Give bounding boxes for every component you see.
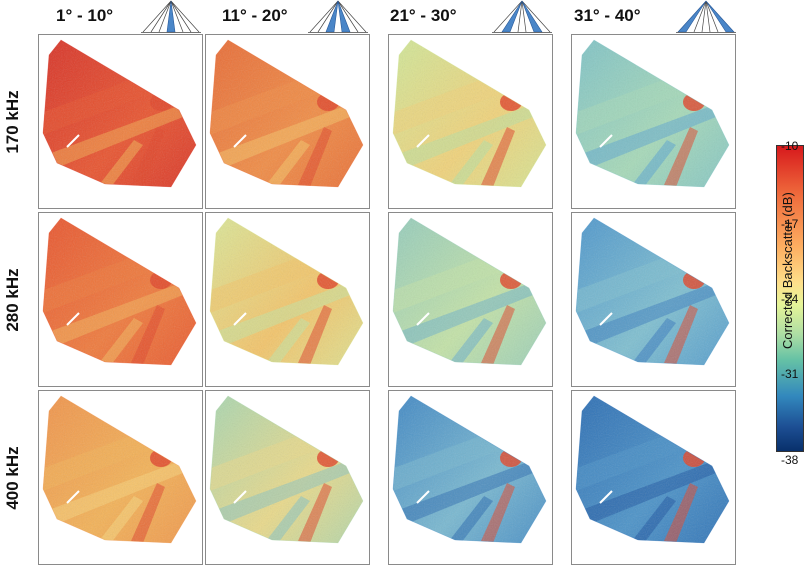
colorbar-tick: -31 (781, 367, 799, 381)
beam-fan-icon (676, 0, 736, 33)
column-label: 31° - 40° (574, 6, 641, 25)
colorbar-tick: -10 (781, 139, 799, 153)
column-header-4: 31° - 40° (571, 0, 736, 34)
column-label: 1° - 10° (56, 6, 114, 25)
backscatter-map-panel (388, 34, 553, 209)
colorbar-tick: -17 (781, 217, 799, 231)
backscatter-map-panel (388, 212, 553, 387)
column-header-2: 11° - 20° (205, 0, 370, 34)
beam-fan-icon (492, 0, 552, 33)
colorbar-tick: -38 (781, 453, 799, 467)
backscatter-map-panel (571, 390, 736, 565)
backscatter-map-panel (38, 390, 203, 565)
beam-fan-icon (141, 0, 201, 33)
column-header-1: 1° - 10° (38, 0, 203, 34)
column-label: 21° - 30° (390, 6, 457, 25)
backscatter-map-panel (571, 212, 736, 387)
backscatter-map-panel (571, 34, 736, 209)
backscatter-map-panel (205, 390, 370, 565)
colorbar-title: Corrected Backscatter (dB) (780, 192, 795, 349)
backscatter-map-panel (388, 390, 553, 565)
column-label: 11° - 20° (222, 6, 288, 25)
column-header-3: 21° - 30° (388, 0, 553, 34)
colorbar (776, 145, 804, 452)
backscatter-map-panel (205, 34, 370, 209)
row-label-170khz: 170 kHz (3, 89, 22, 154)
row-label-280khz: 280 kHz (3, 267, 22, 332)
row-label-400khz: 400 kHz (3, 445, 22, 510)
backscatter-map-panel (38, 212, 203, 387)
backscatter-map-panel (205, 212, 370, 387)
beam-fan-icon (308, 0, 368, 33)
colorbar-tick: -24 (781, 292, 799, 306)
backscatter-map-panel (38, 34, 203, 209)
